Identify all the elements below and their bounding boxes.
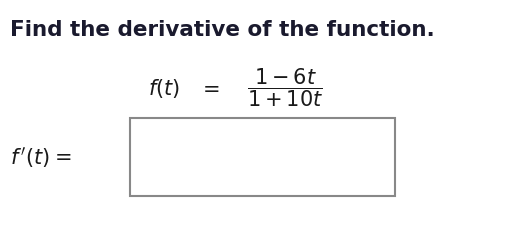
Text: Find the derivative of the function.: Find the derivative of the function.	[10, 20, 435, 40]
Text: $=$: $=$	[198, 78, 219, 98]
Bar	[130, 118, 395, 196]
Text: $\dfrac{1 - 6t}{1 + 10t}$: $\dfrac{1 - 6t}{1 + 10t}$	[247, 67, 323, 109]
Text: $\mathit{f}(t)$: $\mathit{f}(t)$	[148, 76, 180, 99]
Text: $\mathit{f}\,'(t) =$: $\mathit{f}\,'(t) =$	[10, 145, 71, 170]
